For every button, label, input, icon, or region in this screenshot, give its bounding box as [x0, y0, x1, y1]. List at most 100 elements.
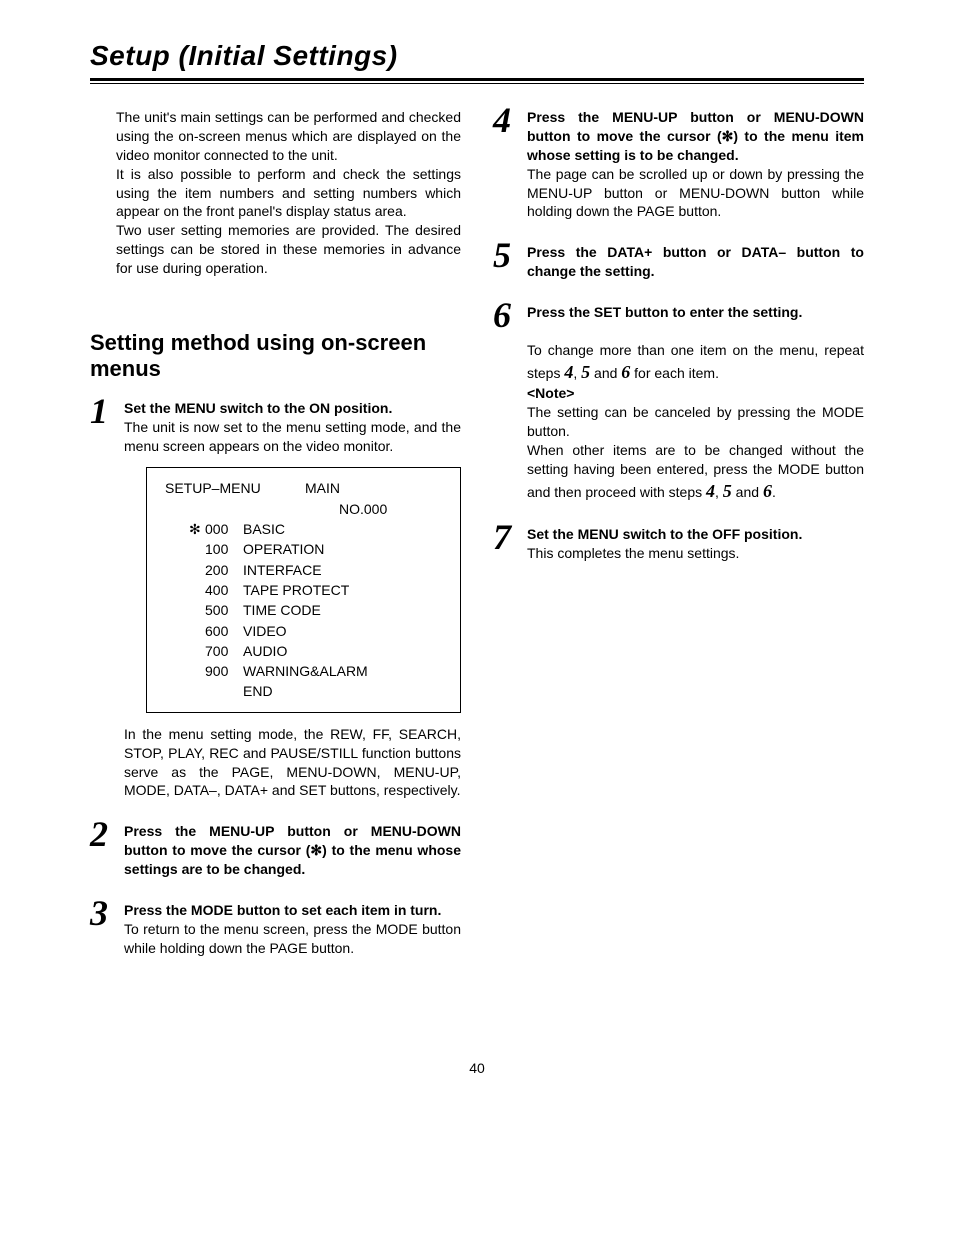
step-number: 5 — [493, 237, 527, 273]
left-column: The unit's main settings can be performe… — [90, 108, 461, 980]
menu-no-line: NO.000 — [165, 499, 442, 519]
menu-row: 900WARNING&ALARM — [165, 661, 442, 681]
menu-row: 600VIDEO — [165, 621, 442, 641]
intro-para-1: The unit's main settings can be performe… — [116, 108, 461, 165]
note-body-1: The setting can be canceled by pressing … — [527, 404, 864, 439]
step-body: Press the DATA+ button or DATA– button t… — [527, 243, 864, 281]
inline-num-4: 4 — [564, 362, 573, 382]
menu-code: 200 — [205, 560, 243, 580]
menu-cursor — [189, 580, 205, 600]
section-heading: Setting method using on-screen menus — [90, 330, 461, 383]
step-body: Set the MENU switch to the OFF position.… — [527, 525, 864, 563]
menu-row: 200INTERFACE — [165, 560, 442, 580]
menu-label: END — [243, 681, 273, 701]
menu-label: VIDEO — [243, 621, 287, 641]
menu-cursor — [189, 661, 205, 681]
step-6: 6 Press the SET button to enter the sett… — [493, 303, 864, 503]
inline-num-5b: 5 — [723, 481, 732, 501]
step-body: Press the MODE button to set each item i… — [124, 901, 461, 958]
menu-cursor — [189, 539, 205, 559]
page-number: 40 — [90, 1060, 864, 1076]
menu-code: 100 — [205, 539, 243, 559]
step-bold: Press the MENU-UP button or MENU-DOWN bu… — [527, 109, 864, 163]
step-number: 4 — [493, 102, 527, 138]
comma1b: , — [715, 484, 723, 500]
menu-code: 500 — [205, 600, 243, 620]
step-number: 7 — [493, 519, 527, 555]
intro-para-3: Two user setting memories are provided. … — [116, 221, 461, 278]
step-bold: Set the MENU switch to the ON position. — [124, 400, 392, 416]
inline-num-5: 5 — [581, 362, 590, 382]
menu-cursor: ✻ — [189, 519, 205, 539]
page-title: Setup (Initial Settings) — [90, 40, 864, 72]
menu-label: OPERATION — [243, 539, 324, 559]
step-bold: Press the MODE button to set each item i… — [124, 902, 441, 918]
step-bold: Press the MENU-UP button or MENU-DOWN bu… — [124, 823, 461, 877]
cursor-icon: ✻ — [722, 128, 734, 144]
menu-row: 100OPERATION — [165, 539, 442, 559]
step-text: To return to the menu screen, press the … — [124, 921, 461, 956]
right-column: 4 Press the MENU-UP button or MENU-DOWN … — [493, 108, 864, 980]
step-bold: Set the MENU switch to the OFF position. — [527, 526, 802, 542]
menu-header-right: MAIN — [305, 478, 340, 498]
menu-label: BASIC — [243, 519, 285, 539]
step-text: This completes the menu settings. — [527, 545, 739, 561]
step-number: 2 — [90, 816, 124, 852]
step-body: Press the MENU-UP button or MENU-DOWN bu… — [527, 108, 864, 221]
menu-code: 600 — [205, 621, 243, 641]
menu-cursor — [189, 560, 205, 580]
menu-label: INTERFACE — [243, 560, 322, 580]
menu-row: ✻000BASIC — [165, 519, 442, 539]
menu-header-left: SETUP–MENU — [165, 478, 305, 498]
step-number: 6 — [493, 297, 527, 333]
step-body: Press the SET button to enter the settin… — [527, 303, 864, 503]
content-columns: The unit's main settings can be performe… — [90, 108, 864, 980]
note-body-2a: When other items are to be changed witho… — [527, 442, 864, 500]
note-label: <Note> — [527, 385, 574, 401]
step-text: The page can be scrolled up or down by p… — [527, 166, 864, 220]
menu-code: 400 — [205, 580, 243, 600]
menu-row: 700AUDIO — [165, 641, 442, 661]
menu-cursor — [189, 641, 205, 661]
menu-code: 000 — [205, 519, 243, 539]
note-body-2b: . — [772, 484, 776, 500]
step-number: 3 — [90, 895, 124, 931]
menu-cursor — [189, 621, 205, 641]
title-rule-thin — [90, 83, 864, 84]
andb: and — [732, 484, 763, 500]
step-body: Set the MENU switch to the ON position. … — [124, 399, 461, 801]
menu-header: SETUP–MENU MAIN — [165, 478, 442, 498]
step-7: 7 Set the MENU switch to the OFF positio… — [493, 525, 864, 563]
step-3: 3 Press the MODE button to set each item… — [90, 901, 461, 958]
menu-code — [205, 681, 243, 701]
setup-menu-box: SETUP–MENU MAIN NO.000 ✻000BASIC100OPERA… — [146, 467, 461, 712]
trail-b: for each item. — [630, 365, 719, 381]
menu-rows: ✻000BASIC100OPERATION200INTERFACE400TAPE… — [165, 519, 442, 702]
menu-code: 700 — [205, 641, 243, 661]
step-5: 5 Press the DATA+ button or DATA– button… — [493, 243, 864, 281]
step-2: 2 Press the MENU-UP button or MENU-DOWN … — [90, 822, 461, 879]
cursor-icon: ✻ — [310, 842, 322, 858]
menu-code: 900 — [205, 661, 243, 681]
comma1: , — [573, 365, 581, 381]
title-rule — [90, 78, 864, 81]
intro-para-2: It is also possible to perform and check… — [116, 165, 461, 222]
menu-label: WARNING&ALARM — [243, 661, 368, 681]
and: and — [590, 365, 621, 381]
inline-num-6: 6 — [621, 362, 630, 382]
menu-row: 500TIME CODE — [165, 600, 442, 620]
step-1: 1 Set the MENU switch to the ON position… — [90, 399, 461, 801]
step-number: 1 — [90, 393, 124, 429]
menu-label: TAPE PROTECT — [243, 580, 349, 600]
menu-label: AUDIO — [243, 641, 287, 661]
step-bold: Press the DATA+ button or DATA– button t… — [527, 244, 864, 279]
inline-num-6b: 6 — [763, 481, 772, 501]
step-body: Press the MENU-UP button or MENU-DOWN bu… — [124, 822, 461, 879]
menu-row: END — [165, 681, 442, 701]
step-text-after: In the menu setting mode, the REW, FF, S… — [124, 726, 461, 799]
step-text: The unit is now set to the menu setting … — [124, 419, 461, 454]
menu-cursor — [189, 681, 205, 701]
step-4: 4 Press the MENU-UP button or MENU-DOWN … — [493, 108, 864, 221]
menu-cursor — [189, 600, 205, 620]
inline-num-4b: 4 — [706, 481, 715, 501]
